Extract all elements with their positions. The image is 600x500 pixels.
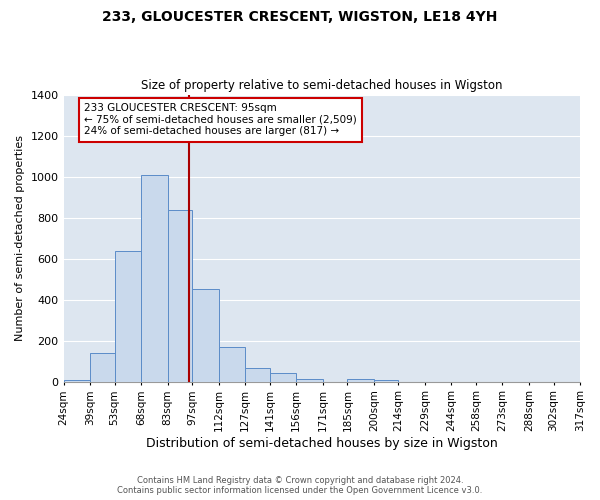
Bar bbox=[347, 378, 374, 382]
Bar bbox=[296, 378, 323, 382]
Title: Size of property relative to semi-detached houses in Wigston: Size of property relative to semi-detach… bbox=[141, 79, 503, 92]
Bar bbox=[374, 380, 398, 382]
Bar bbox=[270, 374, 296, 382]
Bar bbox=[64, 380, 90, 382]
X-axis label: Distribution of semi-detached houses by size in Wigston: Distribution of semi-detached houses by … bbox=[146, 437, 497, 450]
Bar bbox=[192, 290, 218, 382]
Bar bbox=[218, 347, 245, 382]
Text: 233, GLOUCESTER CRESCENT, WIGSTON, LE18 4YH: 233, GLOUCESTER CRESCENT, WIGSTON, LE18 … bbox=[103, 10, 497, 24]
Bar bbox=[141, 174, 167, 382]
Bar bbox=[90, 354, 115, 382]
Text: 233 GLOUCESTER CRESCENT: 95sqm
← 75% of semi-detached houses are smaller (2,509): 233 GLOUCESTER CRESCENT: 95sqm ← 75% of … bbox=[84, 103, 357, 136]
Bar bbox=[167, 210, 192, 382]
Bar bbox=[115, 252, 141, 382]
Text: Contains HM Land Registry data © Crown copyright and database right 2024.
Contai: Contains HM Land Registry data © Crown c… bbox=[118, 476, 482, 495]
Bar bbox=[245, 368, 270, 382]
Y-axis label: Number of semi-detached properties: Number of semi-detached properties bbox=[15, 135, 25, 341]
